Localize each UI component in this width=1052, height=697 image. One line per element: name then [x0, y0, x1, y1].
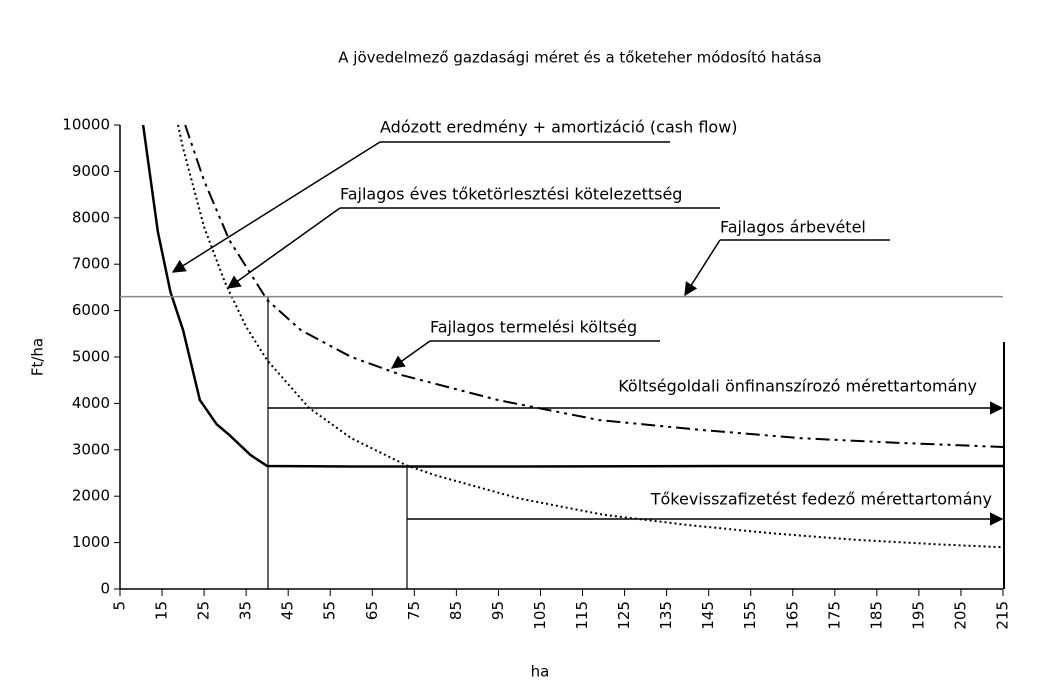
y-tick-label: 8000: [72, 208, 110, 226]
annotation: Fajlagos éves tőketörlesztési kötelezett…: [340, 185, 682, 204]
y-tick-label: 4000: [72, 394, 110, 412]
x-tick-label: 25: [195, 601, 213, 620]
x-tick-label: 185: [867, 601, 885, 630]
x-tick-label: 195: [909, 601, 927, 630]
x-tick-label: 55: [321, 601, 339, 620]
x-tick-label: 45: [279, 601, 297, 620]
y-axis-label: Ft/ha: [29, 338, 47, 376]
x-tick-label: 35: [237, 601, 255, 620]
x-tick-label: 175: [825, 601, 843, 630]
x-axis-label: ha: [531, 663, 550, 681]
annotations: [171, 141, 1005, 589]
series-line: [141, 124, 1003, 468]
y-tick-label: 2000: [72, 487, 110, 505]
y-tick-label: 0: [100, 580, 110, 598]
annotation-arrow: [171, 141, 381, 273]
x-tick-label: 215: [994, 601, 1012, 630]
annotation-arrow: [390, 340, 431, 369]
x-tick-label: 205: [951, 601, 969, 630]
annotation: Tőkevisszafizetést fedező mérettartomány: [650, 490, 992, 509]
x-tick-label: 155: [741, 601, 759, 630]
annotation: Fajlagos árbevétel: [720, 218, 866, 237]
x-tick-label: 135: [657, 601, 675, 630]
x-tick-label: 75: [405, 601, 423, 620]
x-tick-label: 105: [531, 601, 549, 630]
x-tick-label: 115: [573, 601, 591, 630]
x-tick-label: 165: [783, 601, 801, 630]
y-tick-label: 10000: [62, 116, 110, 134]
series-line: [184, 124, 1004, 449]
annotation: Költségoldali önfinanszírozó mérettartom…: [618, 377, 977, 396]
annotation: Adózott eredmény + amortizáció (cash flo…: [380, 118, 738, 137]
annotation-arrow: [226, 207, 341, 289]
annotation-arrow: [684, 239, 721, 297]
y-tick-label: 3000: [72, 440, 110, 458]
y-tick-label: 9000: [72, 162, 110, 180]
x-tick-label: 15: [153, 601, 171, 620]
annotation: Fajlagos termelési költség: [430, 318, 637, 337]
x-tick-label: 85: [447, 601, 465, 620]
x-tick-label: 65: [363, 601, 381, 620]
y-tick-label: 6000: [72, 301, 110, 319]
x-tick-label: 125: [615, 601, 633, 630]
y-tick-label: 5000: [72, 348, 110, 366]
y-tick-label: 7000: [72, 255, 110, 273]
chart-title: A jövedelmező gazdasági méret és a tőket…: [338, 49, 821, 67]
x-tick-label: 95: [489, 601, 507, 620]
x-tick-label: 145: [699, 601, 717, 630]
series-line: [177, 124, 1004, 549]
y-tick-label: 1000: [72, 533, 110, 551]
x-tick-label: 5: [111, 601, 129, 611]
